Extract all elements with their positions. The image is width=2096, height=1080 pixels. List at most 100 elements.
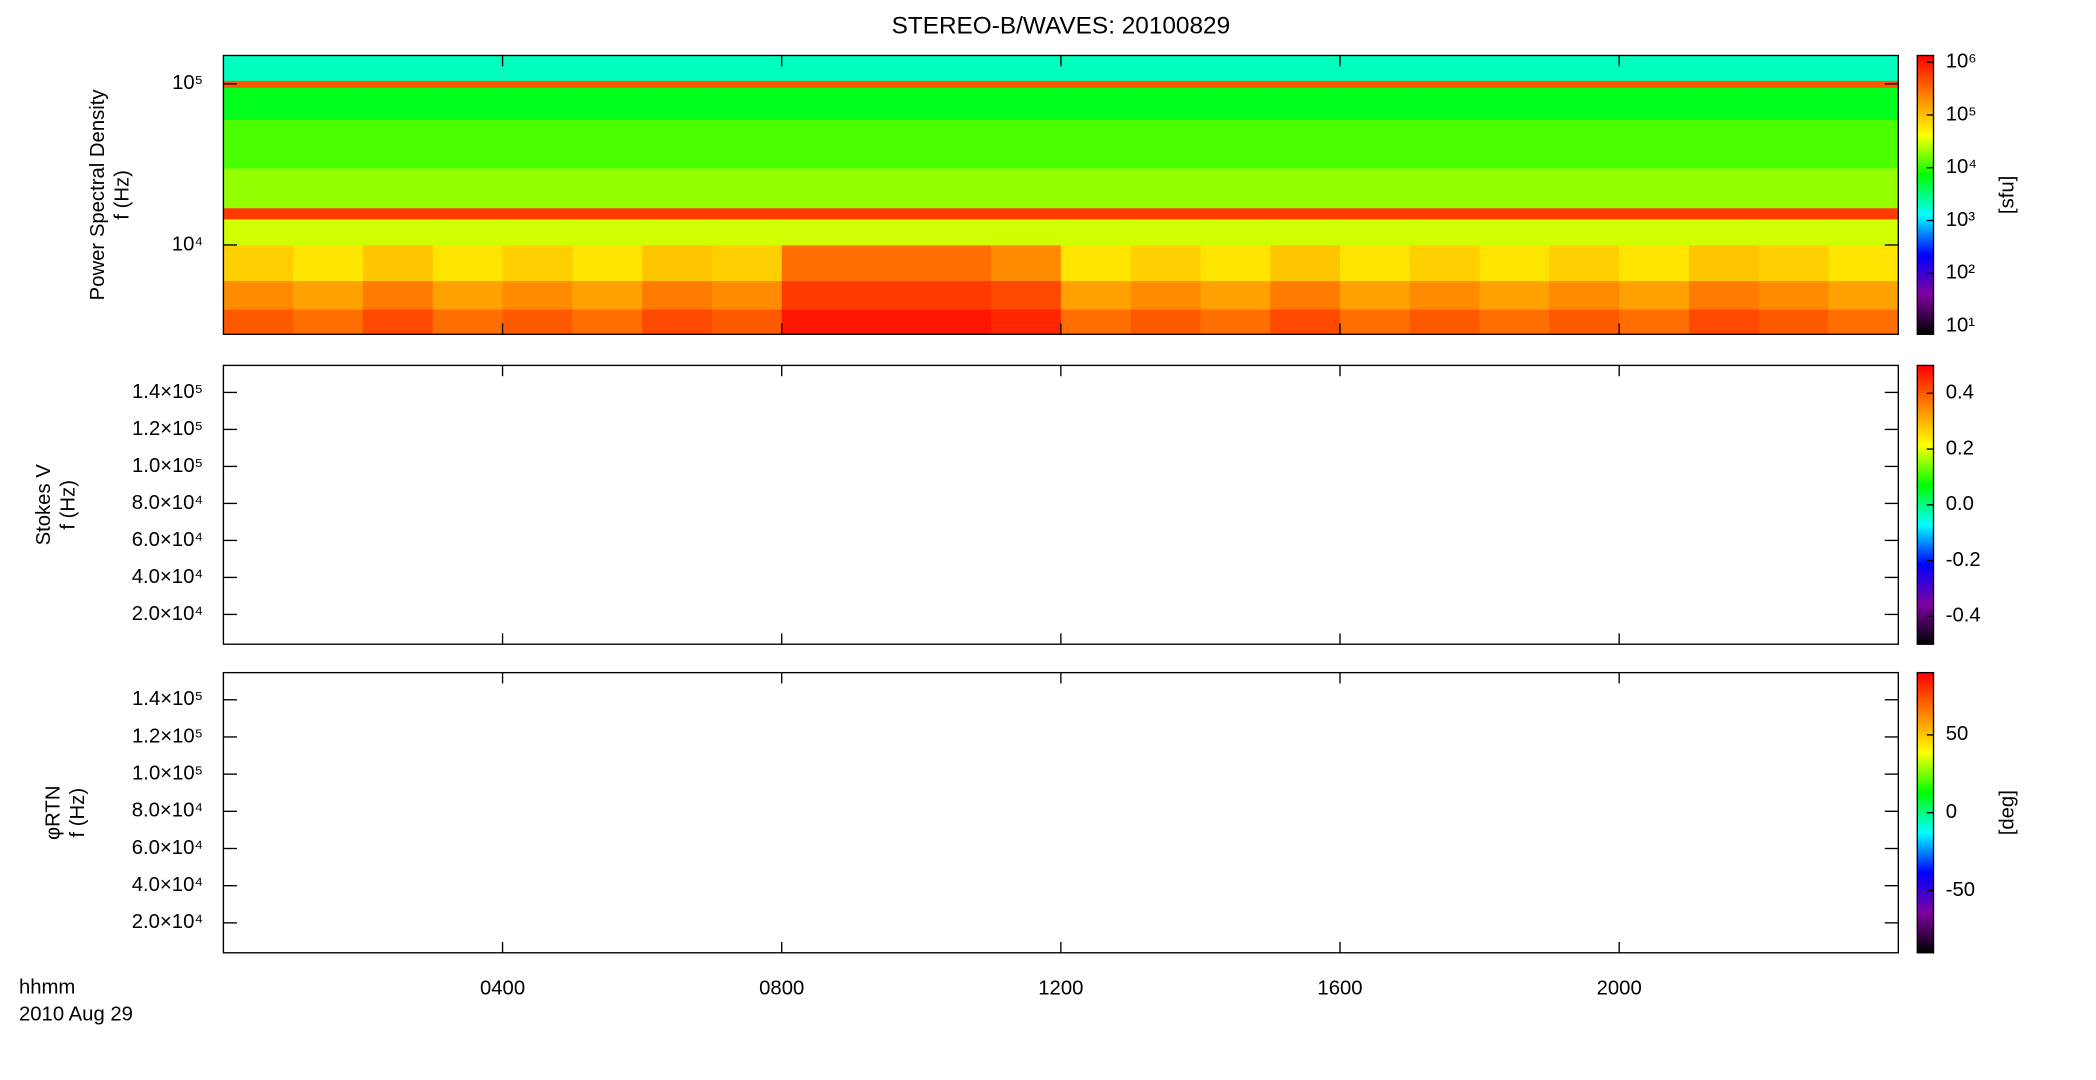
heatmap-cell [432,218,503,246]
heatmap-cell [362,87,434,121]
y-tick-label: 2.0×10⁴ [132,603,203,625]
heatmap-cell [1060,80,1132,88]
heatmap-cell [1200,119,1271,169]
heatmap-cell [1270,280,1341,310]
heatmap-cell [502,280,573,310]
heatmap-cell [1200,55,1271,81]
heatmap-cell [642,218,713,246]
y-tick-label: 1.0×10⁵ [132,762,203,784]
heatmap-cell [921,244,992,282]
heatmap-cell [1060,280,1132,310]
y-axis-label: f (Hz) [57,480,79,530]
heatmap-cell [362,55,434,81]
heatmap-cell [851,55,922,81]
heatmap-cell [1200,207,1271,220]
colorbar-tick-label: 10² [1946,262,1976,284]
y-tick-label: 10⁴ [172,233,203,255]
heatmap-cell [1060,309,1132,335]
heatmap-cell [1688,207,1760,220]
heatmap-cell [223,168,294,209]
heatmap-cell [1270,207,1341,220]
x-tick-label: 1200 [1038,978,1083,1000]
heatmap-cell [1479,207,1550,220]
heatmap-cell [1549,80,1620,88]
heatmap-cell [1549,218,1620,246]
heatmap-cell [1130,87,1201,121]
heatmap-cell [1549,55,1620,81]
colorbar-label: [sfu] [1996,176,2018,214]
y-tick-label: 8.0×10⁴ [132,492,203,514]
heatmap-cell [642,87,713,121]
heatmap-cell [1479,218,1550,246]
heatmap-cell [1200,80,1271,88]
y-axis-label: Power Spectral Density [87,89,109,301]
heatmap-cell [432,280,503,310]
heatmap-cell [1479,244,1550,282]
heatmap-cell [711,80,783,88]
heatmap-cell [921,55,992,81]
heatmap-cell [293,119,364,169]
heatmap-cell [1270,218,1341,246]
heatmap-cell [223,80,294,88]
heatmap-cell [1549,309,1620,335]
heatmap-cell [432,207,503,220]
heatmap-cell [711,207,783,220]
heatmap-cell [293,80,364,88]
heatmap-cell [1758,119,1829,169]
heatmap-cell [1060,119,1132,169]
heatmap-cell [293,244,364,282]
heatmap-cell [781,309,852,335]
heatmap-cell [1130,80,1201,88]
heatmap-cell [1060,55,1132,81]
heatmap-cell [572,280,643,310]
heatmap-cell [572,119,643,169]
heatmap-cell [1619,119,1690,169]
heatmap-cell [432,244,503,282]
heatmap-cell [1060,218,1132,246]
y-axis-label: φRTN [43,785,65,840]
plot-frame [222,671,1899,954]
heatmap-cell [991,244,1062,282]
heatmap-cell [1479,87,1550,121]
heatmap-cell [1479,55,1550,81]
x-tick-label: 0800 [759,978,804,1000]
heatmap-cell [572,218,643,246]
heatmap-cell [502,55,573,81]
heatmap-cell [1619,80,1690,88]
heatmap-cell [1828,207,1899,220]
heatmap-cell [851,207,922,220]
heatmap-cell [1130,119,1201,169]
heatmap-cell [293,280,364,310]
heatmap-cell [851,309,922,335]
y-axis-label: Stokes V [33,464,55,546]
heatmap-cell [1130,280,1201,310]
heatmap-cell [502,309,573,335]
heatmap-cell [1758,218,1829,246]
heatmap-cell [1758,55,1829,81]
heatmap-cell [1340,80,1411,88]
heatmap-cell [1340,218,1411,246]
x-tick-label: 0400 [480,978,525,1000]
heatmap-cell [1340,168,1411,209]
heatmap-cell [362,168,434,209]
heatmap-cell [781,280,852,310]
heatmap-cell [223,244,294,282]
heatmap-cell [502,207,573,220]
heatmap-cell [572,80,643,88]
heatmap-cell [991,87,1062,121]
heatmap-cell [1828,168,1899,209]
heatmap-cell [781,87,852,121]
x-axis-label: hhmm [19,976,75,998]
heatmap-cell [502,119,573,169]
y-tick-label: 1.2×10⁵ [132,418,203,440]
heatmap-cell [1828,119,1899,169]
heatmap-cell [1479,80,1550,88]
heatmap-cell [711,119,783,169]
heatmap-cell [642,168,713,209]
colorbar-tick-label: 0 [1946,801,1957,823]
chart-title: STEREO-B/WAVES: 20100829 [892,13,1231,40]
heatmap-cell [991,309,1062,335]
heatmap-cell [1270,87,1341,121]
